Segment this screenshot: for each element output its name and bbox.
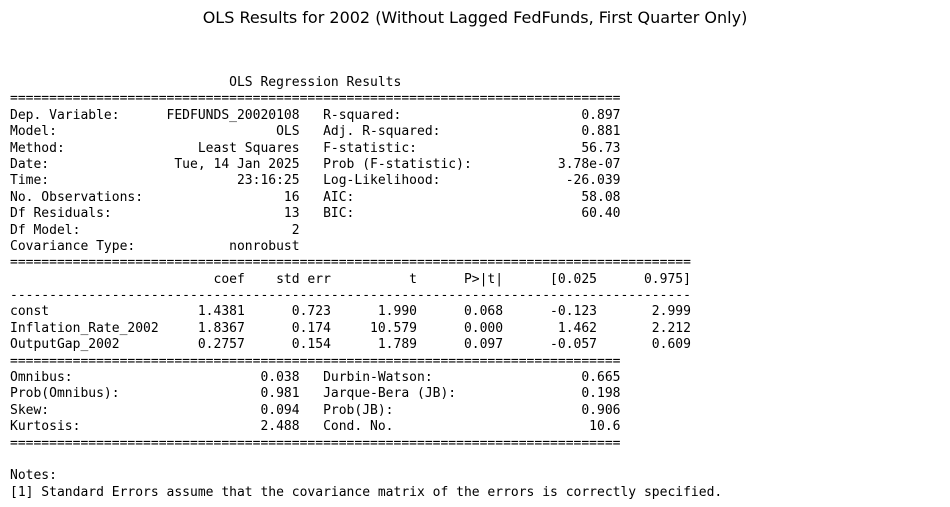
rule-double: ========================================… [10, 435, 621, 451]
coef-row: OutputGap_2002 0.2757 0.154 1.789 0.097 … [10, 337, 691, 353]
coef-row: Inflation_Rate_2002 1.8367 0.174 10.579 … [10, 320, 691, 336]
coef-header: coef std err t P>|t| [0.025 0.975] [10, 271, 691, 287]
summary-heading: OLS Regression Results [10, 75, 621, 90]
model-info-row: Df Model: 2 [10, 222, 621, 238]
note-line: [1] Standard Errors assume that the cova… [10, 484, 723, 500]
ols-summary-table: OLS Regression Results =================… [10, 75, 722, 501]
rule-double: ========================================… [10, 91, 621, 107]
model-info-row: Covariance Type: nonrobust [10, 238, 621, 254]
model-info-row: Time: 23:16:25 Log-Likelihood: -26.039 [10, 173, 621, 189]
coef-row: const 1.4381 0.723 1.990 0.068 -0.123 2.… [10, 304, 691, 320]
blank-line [10, 452, 722, 468]
model-info-row: Df Residuals: 13 BIC: 60.40 [10, 206, 621, 222]
rule-double: ========================================… [10, 255, 691, 271]
rule-single: ----------------------------------------… [10, 288, 691, 304]
model-info-row: Model: OLS Adj. R-squared: 0.881 [10, 124, 621, 140]
model-info-row: Date: Tue, 14 Jan 2025 Prob (F-statistic… [10, 156, 621, 172]
model-info-row: Method: Least Squares F-statistic: 56.73 [10, 140, 621, 156]
figure-title: OLS Results for 2002 (Without Lagged Fed… [202, 8, 748, 27]
diagnostics-row: Prob(Omnibus): 0.981 Jarque-Bera (JB): 0… [10, 386, 621, 402]
diagnostics-row: Kurtosis: 2.488 Cond. No. 10.6 [10, 419, 621, 435]
diagnostics-row: Skew: 0.094 Prob(JB): 0.906 [10, 402, 621, 418]
rule-double: ========================================… [10, 353, 621, 369]
notes-title: Notes: [10, 468, 57, 484]
model-info-row: No. Observations: 16 AIC: 58.08 [10, 189, 621, 205]
diagnostics-row: Omnibus: 0.038 Durbin-Watson: 0.665 [10, 370, 621, 386]
model-info-row: Dep. Variable: FEDFUNDS_20020108 R-squar… [10, 107, 621, 123]
